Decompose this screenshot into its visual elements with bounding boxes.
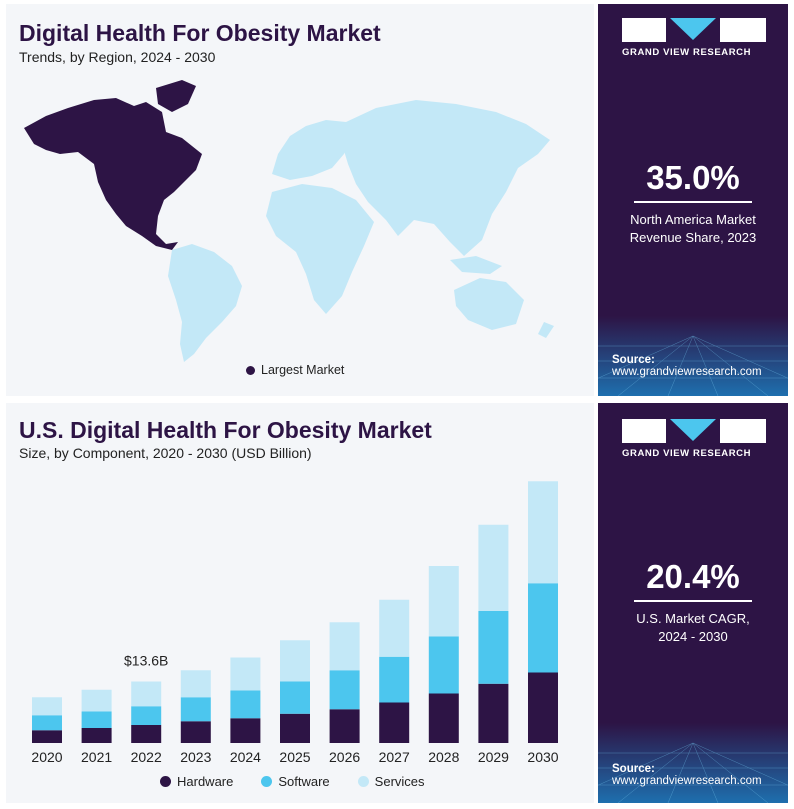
x-tick-label: 2030 xyxy=(527,749,558,765)
grid-decoration xyxy=(598,723,788,803)
source-label: Source: xyxy=(612,763,655,775)
bar-hardware-2029 xyxy=(478,683,509,743)
legend-label-hardware: Hardware xyxy=(177,774,234,789)
stat-label-line1: U.S. Market CAGR, xyxy=(636,611,750,626)
legend-item-software: Software xyxy=(261,774,330,789)
x-tick-label: 2021 xyxy=(81,749,112,765)
x-tick-label: 2020 xyxy=(31,749,62,765)
bar-services-2023 xyxy=(180,670,211,698)
bar-software-2023 xyxy=(180,697,211,722)
x-tick-label: 2027 xyxy=(379,749,410,765)
bar-software-2020 xyxy=(32,715,62,731)
map-new-zealand xyxy=(538,322,554,338)
world-map xyxy=(24,80,554,362)
bar-software-2022 xyxy=(131,706,162,725)
bar-hardware-2028 xyxy=(428,693,459,743)
legend-label-software: Software xyxy=(278,774,330,789)
market-share-stat: 35.0% North America Market Revenue Share… xyxy=(598,159,788,247)
bar-services-2030 xyxy=(528,481,558,584)
chart-subtitle: Size, by Component, 2020 - 2030 (USD Bil… xyxy=(19,445,312,461)
map-africa xyxy=(266,184,374,314)
bar-hardware-2025 xyxy=(280,713,310,743)
bar-software-2025 xyxy=(280,681,310,714)
legend-swatch-software xyxy=(261,776,273,787)
x-tick-label: 2024 xyxy=(230,749,261,765)
map-greenland xyxy=(156,80,196,112)
bar-hardware-2022 xyxy=(131,725,162,743)
bottom-sidebar: GRAND VIEW RESEARCH 20.4% U.S. Market CA… xyxy=(598,403,788,803)
map-legend: Largest Market xyxy=(246,363,344,377)
bar-software-2028 xyxy=(428,636,459,694)
legend-item-services: Services xyxy=(357,774,425,789)
legend-swatch-services xyxy=(357,776,369,787)
bar-hardware-2023 xyxy=(180,721,211,743)
bar-hardware-2020 xyxy=(32,730,62,743)
bar-services-2027 xyxy=(379,599,410,657)
map-asia xyxy=(342,100,550,256)
data-label-2022: $13.6B xyxy=(124,653,168,669)
x-tick-label: 2029 xyxy=(478,749,509,765)
cagr-stat: 20.4% U.S. Market CAGR, 2024 - 2030 xyxy=(598,558,788,646)
x-tick-label: 2023 xyxy=(180,749,211,765)
bar-services-2028 xyxy=(428,566,459,637)
bar-software-2026 xyxy=(329,670,360,710)
bar-hardware-2021 xyxy=(81,728,112,743)
bar-hardware-2027 xyxy=(379,702,410,743)
top-sidebar: GRAND VIEW RESEARCH 35.0% North America … xyxy=(598,4,788,396)
bar-hardware-2030 xyxy=(528,672,558,743)
chart-title: U.S. Digital Health For Obesity Market xyxy=(19,417,432,443)
source-note: Source: www.grandviewresearch.com xyxy=(612,763,762,787)
grid-decoration xyxy=(598,316,788,396)
x-tick-label: 2025 xyxy=(279,749,310,765)
map-europe xyxy=(272,120,352,180)
stat-value: 20.4% xyxy=(646,558,740,595)
source-link[interactable]: www.grandviewresearch.com xyxy=(612,366,762,378)
bar-services-2025 xyxy=(280,640,310,682)
bar-software-2021 xyxy=(81,711,112,728)
largest-market-dot xyxy=(246,365,255,375)
bar-services-2026 xyxy=(329,622,360,671)
chart-legend: Hardware Software Services xyxy=(160,774,453,789)
gvr-logo: GRAND VIEW RESEARCH xyxy=(622,18,766,58)
x-tick-label: 2022 xyxy=(131,749,162,765)
bar-software-2030 xyxy=(528,583,558,673)
gvr-brand-text: GRAND VIEW RESEARCH xyxy=(622,448,752,459)
map-panel: Digital Health For Obesity Market Trends… xyxy=(6,4,594,396)
bar-software-2024 xyxy=(230,690,261,719)
legend-item-hardware: Hardware xyxy=(160,774,233,789)
bar-hardware-2026 xyxy=(329,709,360,743)
map-indonesia xyxy=(450,256,502,274)
bar-services-2020 xyxy=(32,697,62,716)
bar-hardware-2024 xyxy=(230,718,261,743)
source-note: Source: www.grandviewresearch.com xyxy=(612,354,762,378)
legend-label-services: Services xyxy=(374,774,425,789)
stacked-bar-chart: 2020 2021 2022 2023 2024 2025 2026 2027 2028 2029… xyxy=(31,481,559,765)
bar-services-2024 xyxy=(230,657,261,691)
stat-label-line1: North America Market xyxy=(630,212,756,227)
bar-services-2021 xyxy=(81,689,112,712)
map-legend-label: Largest Market xyxy=(261,363,345,377)
x-tick-label: 2026 xyxy=(329,749,360,765)
gvr-logo: GRAND VIEW RESEARCH xyxy=(622,419,766,459)
legend-swatch-hardware xyxy=(160,776,171,787)
map-north-america xyxy=(24,98,202,250)
stat-label-line2: 2024 - 2030 xyxy=(658,629,728,644)
source-link[interactable]: www.grandviewresearch.com xyxy=(612,775,762,787)
stat-value: 35.0% xyxy=(646,159,740,196)
map-subtitle: Trends, by Region, 2024 - 2030 xyxy=(19,49,216,65)
bar-software-2029 xyxy=(478,611,509,684)
map-title: Digital Health For Obesity Market xyxy=(19,20,381,46)
bar-software-2027 xyxy=(379,656,410,703)
gvr-brand-text: GRAND VIEW RESEARCH xyxy=(622,47,752,58)
source-label: Source: xyxy=(612,354,655,366)
map-australia xyxy=(454,278,524,330)
bar-services-2029 xyxy=(478,524,509,611)
x-tick-label: 2028 xyxy=(428,749,459,765)
stat-label-line2: Revenue Share, 2023 xyxy=(629,230,757,245)
bar-services-2022 xyxy=(131,681,162,707)
map-south-america xyxy=(168,244,242,362)
